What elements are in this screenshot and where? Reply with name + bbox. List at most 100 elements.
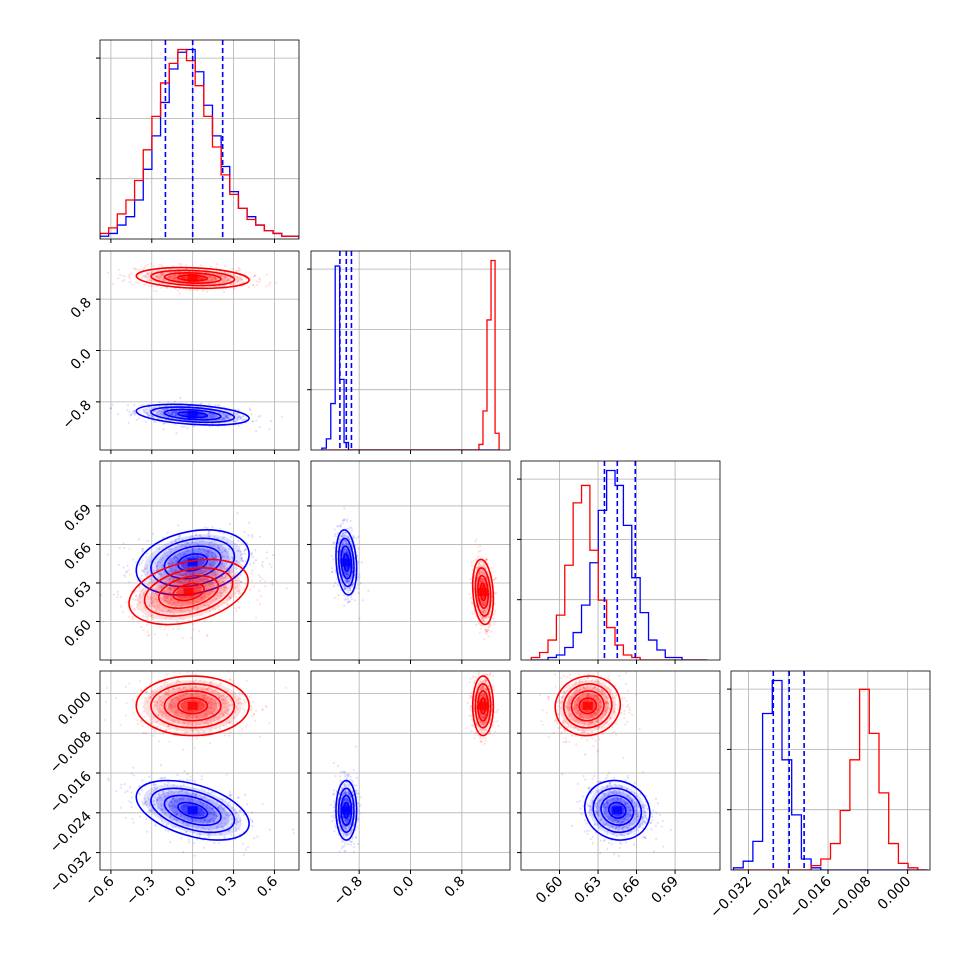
- scatter-point: [201, 547, 205, 550]
- scatter-point: [240, 278, 243, 281]
- scatter-point: [352, 534, 355, 537]
- scatter-point: [164, 829, 167, 832]
- scatter-point: [136, 579, 139, 582]
- scatter-point: [196, 580, 199, 583]
- scatter-point: [481, 619, 484, 622]
- scatter-point: [201, 596, 204, 599]
- scatter-point: [208, 536, 211, 539]
- scatter-point: [139, 590, 142, 593]
- scatter-point: [158, 405, 161, 408]
- scatter-point: [96, 542, 98, 544]
- scatter-point: [141, 779, 144, 782]
- scatter-point: [339, 523, 342, 527]
- scatter-point: [226, 556, 229, 559]
- scatter-point: [193, 586, 196, 589]
- scatter-point: [152, 264, 155, 268]
- scatter-point: [149, 279, 152, 282]
- scatter-point: [153, 405, 156, 408]
- scatter-point: [235, 559, 239, 563]
- scatter-point: [265, 285, 268, 288]
- scatter-point: [201, 572, 204, 576]
- scatter-point: [171, 274, 174, 277]
- scatter-point: [199, 586, 203, 589]
- scatter-point: [236, 277, 239, 280]
- scatter-point: [132, 409, 135, 412]
- scatter-point: [168, 563, 171, 566]
- scatter-point: [235, 609, 238, 613]
- scatter-point: [171, 265, 174, 268]
- scatter-point: [206, 553, 209, 556]
- contour-red: [172, 582, 205, 602]
- scatter-point: [211, 544, 214, 548]
- scatter-point: [200, 568, 203, 571]
- scatter-point: [174, 411, 177, 414]
- scatter-point: [346, 579, 349, 582]
- scatter-point: [169, 589, 172, 592]
- scatter-point: [140, 561, 143, 564]
- scatter-point: [162, 536, 165, 539]
- scatter-point: [184, 572, 187, 575]
- scatter-point: [346, 551, 349, 554]
- scatter-point: [192, 556, 195, 559]
- scatter-point: [161, 273, 165, 276]
- scatter-point: [212, 556, 215, 560]
- scatter-point: [212, 563, 215, 566]
- scatter-point: [208, 580, 211, 583]
- scatter-point: [221, 418, 224, 421]
- scatter-point: [173, 540, 176, 543]
- scatter-point: [260, 563, 263, 566]
- scatter-point: [171, 561, 174, 564]
- scatter-point: [184, 578, 187, 581]
- scatter-point: [169, 586, 172, 589]
- scatter-point: [86, 272, 88, 274]
- scatter-point: [223, 277, 227, 280]
- scatter-point: [212, 415, 215, 418]
- scatter-point: [154, 824, 157, 828]
- scatter-point: [186, 427, 189, 430]
- scatter-point: [210, 581, 213, 584]
- scatter-point: [242, 587, 245, 591]
- scatter-point: [169, 551, 172, 554]
- scatter-point: [186, 773, 189, 776]
- scatter-point: [211, 551, 214, 555]
- scatter-point: [119, 274, 122, 277]
- scatter-point: [159, 412, 162, 415]
- scatter-point: [179, 596, 182, 599]
- scatter-point: [145, 564, 149, 567]
- scatter-point: [168, 587, 171, 591]
- scatter-point: [181, 544, 184, 547]
- scatter-point: [341, 544, 344, 547]
- panel-content: [311, 251, 510, 450]
- scatter-point: [204, 590, 207, 593]
- panels-layer: −0.6 −0.3 0.0 0.3 0.6 −0.8 0.0 0.8 0.60 0.63 0.66 0…: [47, 39, 931, 921]
- scatter-point: [180, 425, 183, 428]
- scatter-point: [145, 552, 148, 555]
- scatter-point: [174, 573, 177, 577]
- scatter-point: [169, 275, 172, 278]
- scatter-point: [347, 574, 350, 577]
- scatter-point: [158, 586, 161, 589]
- scatter-point: [236, 511, 239, 515]
- scatter-point: [224, 414, 228, 417]
- panel-border: [99, 460, 300, 661]
- scatter-point: [237, 796, 240, 799]
- scatter-point: [234, 607, 237, 610]
- scatter-point: [209, 275, 212, 278]
- scatter-point: [243, 549, 246, 553]
- scatter-point: [193, 854, 196, 857]
- scatter-point: [244, 418, 247, 421]
- panel-content: [96, 461, 299, 660]
- scatter-point: [145, 601, 148, 604]
- scatter-point: [182, 582, 185, 585]
- scatter-point: [130, 272, 133, 275]
- scatter-point: [131, 615, 134, 618]
- scatter-point: [168, 608, 171, 611]
- scatter-point: [191, 573, 194, 576]
- scatter-point: [223, 536, 226, 539]
- scatter-point: [170, 596, 173, 599]
- scatter-point: [345, 555, 348, 558]
- scatter-point: [345, 571, 348, 574]
- scatter-point: [221, 563, 224, 566]
- scatter-point: [178, 572, 181, 575]
